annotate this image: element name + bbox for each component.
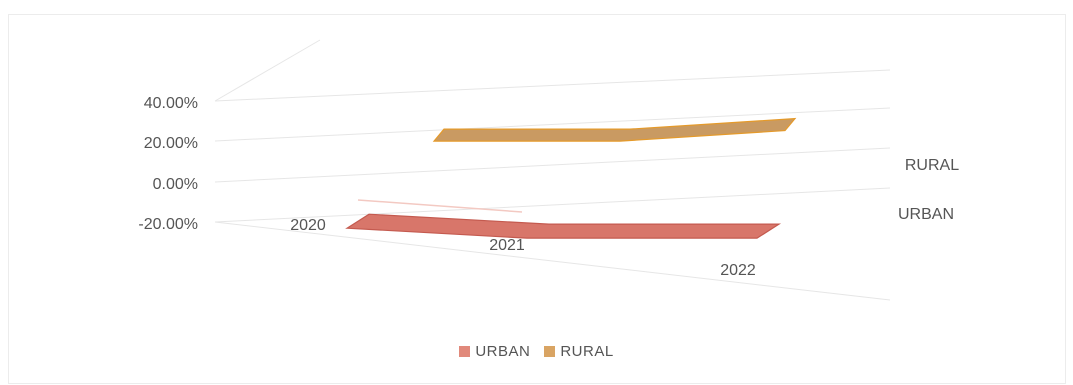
legend-swatch-rural [544,346,556,357]
gridline [214,39,321,102]
series-ribbons [345,117,797,239]
legend-item-urban: URBAN [459,343,530,360]
gridline [214,107,891,142]
ribbon-rural [432,117,797,142]
depth-label-rural: RURAL [905,157,959,174]
chart-frame [8,14,1066,384]
x-axis-tick-labels: 2020 2021 2022 [290,217,756,279]
ribbon-urban [345,213,782,239]
gridlines [214,39,891,301]
gridline [214,69,891,102]
legend-item-rural: RURAL [544,343,613,360]
legend-swatch-urban [459,346,471,357]
y-tick-label: 20.00% [144,135,198,152]
x-tick-label: 2021 [489,237,525,254]
legend-label-rural: RURAL [560,343,614,360]
chart-legend: URBAN RURAL [0,343,1073,360]
legend-label-urban: URBAN [475,343,531,360]
gridline [214,221,891,301]
depth-label-urban: URBAN [898,206,954,223]
x-tick-label: 2020 [290,217,326,234]
y-tick-label: -20.00% [138,216,198,233]
ribbon-urban-highlight [357,199,523,213]
x-tick-label: 2022 [720,262,756,279]
gridline [214,187,891,223]
gridline [214,147,891,183]
y-axis-tick-labels: 40.00% 20.00% 0.00% -20.00% [138,95,198,233]
y-tick-label: 0.00% [153,176,198,193]
depth-axis-labels: RURAL URBAN [898,157,959,223]
y-tick-label: 40.00% [144,95,198,112]
